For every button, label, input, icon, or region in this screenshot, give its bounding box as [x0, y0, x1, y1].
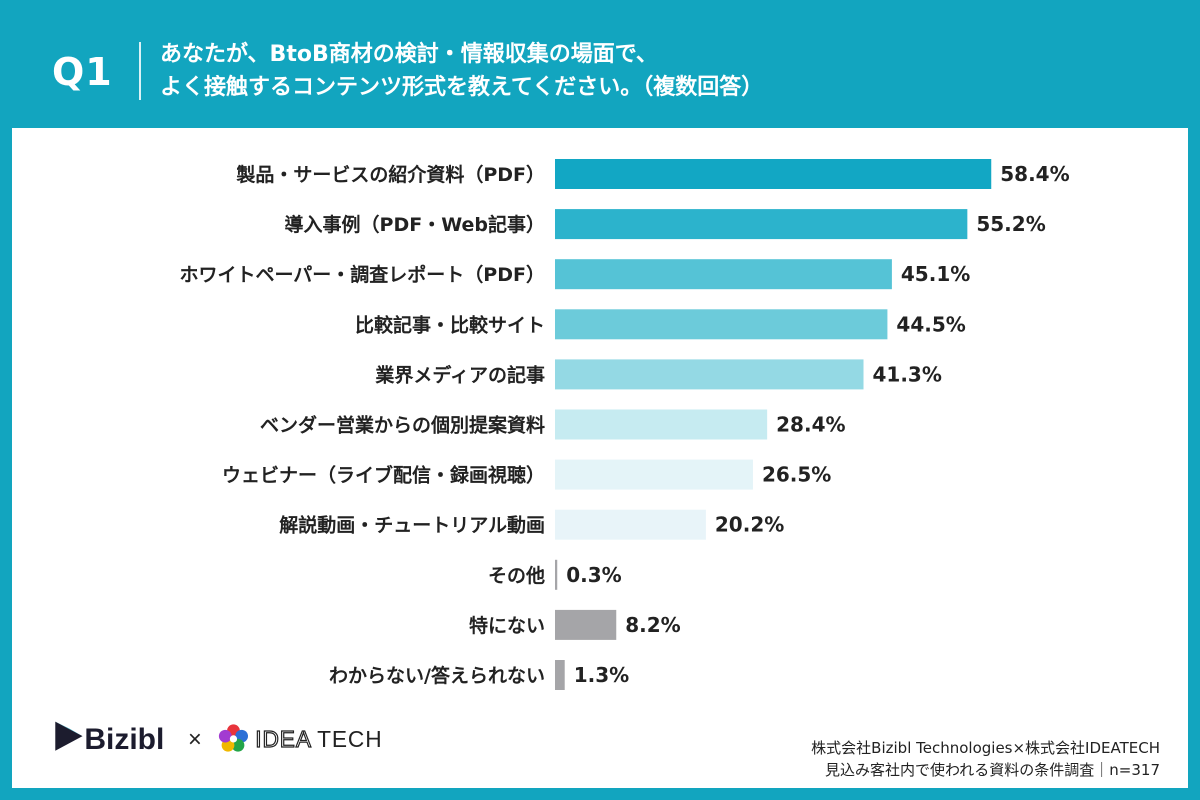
value-label: 45.1%	[901, 262, 970, 286]
category-label: 業界メディアの記事	[374, 363, 545, 386]
category-label: ウェビナー（ライブ配信・録画視聴）	[222, 464, 545, 487]
value-label: 0.3%	[566, 563, 621, 587]
value-label: 58.4%	[1000, 162, 1069, 186]
category-label: 導入事例（PDF・Web記事）	[285, 213, 545, 236]
bizibl-play-icon	[55, 721, 83, 751]
value-label: 1.3%	[574, 663, 629, 687]
category-label: わからない/答えられない	[329, 664, 545, 687]
bar	[555, 159, 992, 189]
value-label: 26.5%	[762, 463, 831, 487]
question-number: Q1	[52, 50, 113, 94]
category-label: その他	[488, 564, 545, 587]
value-label: 55.2%	[976, 212, 1045, 236]
bizibl-logo: Bizibl	[55, 721, 164, 756]
footer-note: 株式会社Bizibl Technologies×株式会社IDEATECH 見込み…	[811, 737, 1160, 781]
bar	[555, 609, 617, 640]
bar	[555, 259, 892, 290]
value-label: 28.4%	[776, 413, 845, 437]
ideatech-wordmark-tech: TECH	[317, 726, 382, 752]
chart-panel: 製品・サービスの紹介資料（PDF） 58.4% 導入事例（PDF・Web記事） 55.…	[12, 128, 1188, 788]
header: Q1 あなたが、BtoB商材の検討・情報収集の場面で、 よく接触するコンテンツ形…	[0, 0, 1200, 128]
question-line-1: あなたが、BtoB商材の検討・情報収集の場面で、	[160, 42, 658, 67]
category-label: 製品・サービスの紹介資料（PDF）	[235, 163, 545, 186]
bar	[555, 309, 888, 340]
value-label: 20.2%	[715, 513, 784, 537]
bar	[555, 559, 558, 590]
category-label: 特にない	[469, 615, 545, 637]
category-label: ホワイトペーパー・調査レポート（PDF）	[180, 263, 546, 286]
bizibl-wordmark: Bizibl	[84, 723, 164, 756]
value-label: 44.5%	[896, 312, 965, 336]
footer-note-line-2: 見込み客社内で使われる資料の条件調査｜n=317	[825, 761, 1160, 779]
bar	[555, 409, 768, 440]
bar	[555, 359, 864, 390]
logo-times-sign: ×	[188, 727, 202, 753]
ideatech-logo: IDEA TECH	[218, 724, 382, 753]
bar	[555, 209, 968, 240]
bar-chart: 製品・サービスの紹介資料（PDF） 58.4% 導入事例（PDF・Web記事） 55.…	[180, 159, 1070, 690]
value-label: 41.3%	[873, 362, 942, 386]
ideatech-wordmark-idea: IDEA	[255, 726, 312, 752]
bar	[555, 660, 565, 690]
bar	[555, 509, 706, 540]
ideatech-flower-icon	[218, 724, 248, 752]
category-label: ベンダー営業からの個別提案資料	[260, 414, 545, 437]
footer-note-line-1: 株式会社Bizibl Technologies×株式会社IDEATECH	[811, 739, 1160, 757]
question-line-2: よく接触するコンテンツ形式を教えてください。（複数回答）	[160, 75, 764, 100]
header-divider	[139, 42, 141, 100]
footer-logos: Bizibl × IDEA TECH	[55, 721, 382, 756]
value-label: 8.2%	[625, 613, 680, 637]
category-label: 解説動画・チュートリアル動画	[279, 514, 545, 537]
question-text: あなたが、BtoB商材の検討・情報収集の場面で、 よく接触するコンテンツ形式を教…	[160, 38, 1160, 104]
category-label: 比較記事・比較サイト	[355, 313, 545, 336]
bar	[555, 459, 753, 490]
